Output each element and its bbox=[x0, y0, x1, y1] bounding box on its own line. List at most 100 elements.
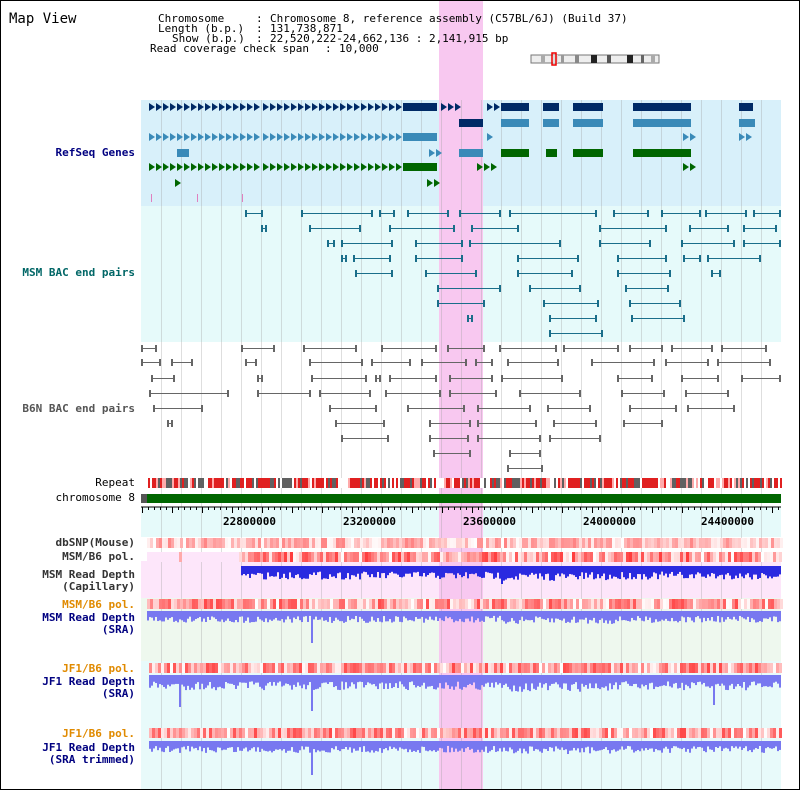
depth-bar bbox=[499, 741, 501, 749]
depth-bar bbox=[395, 611, 397, 617]
polymorphism-cell bbox=[201, 538, 204, 548]
polymorphism-cell bbox=[693, 599, 696, 609]
depth-bar bbox=[235, 741, 237, 752]
depth-bar bbox=[549, 566, 551, 581]
depth-bar bbox=[493, 566, 495, 579]
polymorphism-cell bbox=[152, 663, 155, 673]
depth-bar bbox=[757, 611, 759, 623]
repeat-block bbox=[502, 478, 504, 488]
depth-bar bbox=[703, 675, 705, 683]
repeat-block bbox=[328, 478, 330, 488]
depth-bar bbox=[317, 741, 319, 751]
depth-bar bbox=[547, 741, 549, 751]
polymorphism-cell bbox=[606, 538, 609, 548]
b6n-bac-pair-end bbox=[477, 420, 479, 427]
repeat-block bbox=[292, 478, 294, 488]
depth-bar bbox=[331, 675, 333, 683]
gene-exon bbox=[198, 163, 204, 171]
polymorphism-cell bbox=[569, 663, 572, 673]
depth-bar bbox=[253, 675, 255, 685]
depth-bar bbox=[443, 611, 445, 622]
repeat-block bbox=[504, 478, 506, 488]
msm-bac-pair-end bbox=[483, 300, 485, 307]
depth-bar bbox=[395, 675, 397, 684]
repeat-block bbox=[352, 478, 354, 488]
msm-bac-pair-end bbox=[679, 300, 681, 307]
track-label-jf1-depth-sra[interactable]: JF1 Read Depth bbox=[42, 675, 135, 688]
depth-bar bbox=[467, 566, 469, 579]
depth-bar bbox=[621, 741, 623, 747]
track-label-jf1-b6-pol[interactable]: JF1/B6 pol. bbox=[62, 662, 135, 675]
repeat-block bbox=[576, 478, 578, 488]
gene-exon bbox=[436, 149, 442, 157]
gene-exon bbox=[427, 179, 433, 187]
track-label-refseq[interactable]: RefSeq Genes bbox=[55, 146, 135, 159]
depth-bar bbox=[193, 741, 195, 749]
polymorphism-cell bbox=[563, 728, 566, 738]
depth-bar bbox=[195, 675, 197, 684]
depth-bar bbox=[585, 675, 587, 686]
depth-bar bbox=[705, 675, 707, 687]
track-label-msm-b6-pol[interactable]: MSM/B6 pol. bbox=[62, 550, 135, 563]
depth-bar bbox=[241, 611, 243, 617]
polymorphism-cell bbox=[630, 538, 633, 548]
polymorphism-cell bbox=[437, 663, 440, 673]
repeat-block bbox=[564, 478, 566, 488]
depth-bar bbox=[463, 566, 465, 577]
polymorphism-cell bbox=[521, 728, 524, 738]
repeat-block bbox=[726, 478, 728, 488]
polymorphism-cell bbox=[296, 552, 299, 562]
polymorphism-cell bbox=[380, 552, 383, 562]
polymorphism-cell bbox=[165, 599, 168, 609]
polymorphism-cell bbox=[362, 552, 365, 562]
polymorphism-cell bbox=[371, 728, 374, 738]
repeat-block bbox=[480, 478, 482, 488]
track-label-b6n-bac[interactable]: B6N BAC end pairs bbox=[22, 402, 135, 415]
depth-bar bbox=[155, 675, 157, 684]
b6n-bac-pair-end bbox=[495, 390, 497, 397]
polymorphism-cell bbox=[162, 599, 165, 609]
depth-bar bbox=[589, 611, 591, 620]
depth-bar bbox=[469, 675, 471, 684]
depth-bar bbox=[301, 611, 303, 623]
depth-bar bbox=[425, 566, 427, 577]
repeat-block bbox=[610, 478, 612, 488]
track-label-jf1-depth-trim[interactable]: JF1 Read Depth bbox=[42, 741, 135, 754]
polymorphism-cell bbox=[308, 663, 311, 673]
polymorphism-cell bbox=[668, 663, 671, 673]
depth-bar bbox=[623, 675, 625, 683]
repeat-block bbox=[434, 478, 436, 488]
polymorphism-cell bbox=[351, 599, 354, 609]
depth-bar bbox=[299, 741, 301, 751]
polymorphism-cell bbox=[476, 728, 479, 738]
b6n-bac-pair-end bbox=[675, 405, 677, 412]
depth-bar bbox=[557, 675, 559, 685]
b6n-bac-pair-end bbox=[429, 420, 431, 427]
depth-bar bbox=[459, 741, 461, 751]
depth-bar bbox=[165, 611, 167, 618]
track-label-msm-b6-pol-2[interactable]: MSM/B6 pol. bbox=[62, 598, 135, 611]
repeat-block bbox=[478, 478, 480, 488]
track-label-jf1-b6-pol-2[interactable]: JF1/B6 pol. bbox=[62, 727, 135, 740]
depth-bar bbox=[269, 611, 271, 620]
msm-bac-pair-end bbox=[459, 210, 461, 217]
polymorphism-cell bbox=[516, 599, 519, 609]
gene-exon bbox=[396, 103, 402, 111]
repeat-block bbox=[752, 478, 754, 488]
gene-exon bbox=[326, 133, 332, 141]
polymorphism-cell bbox=[582, 599, 585, 609]
depth-bar bbox=[239, 741, 241, 751]
repeat-block bbox=[556, 478, 558, 488]
polymorphism-cell bbox=[252, 538, 255, 548]
polymorphism-cell bbox=[581, 663, 584, 673]
gene-exon bbox=[739, 133, 745, 141]
polymorphism-cell bbox=[234, 599, 237, 609]
polymorphism-cell bbox=[380, 663, 383, 673]
track-label-msm-depth-cap[interactable]: MSM Read Depth bbox=[42, 568, 135, 581]
polymorphism-cell bbox=[311, 552, 314, 562]
depth-bar bbox=[167, 675, 169, 685]
track-label-msm-depth-sra[interactable]: MSM Read Depth bbox=[42, 611, 135, 624]
track-label-dbsnp[interactable]: dbSNP(Mouse) bbox=[55, 536, 135, 549]
track-label-msm-bac[interactable]: MSM BAC end pairs bbox=[22, 266, 135, 279]
